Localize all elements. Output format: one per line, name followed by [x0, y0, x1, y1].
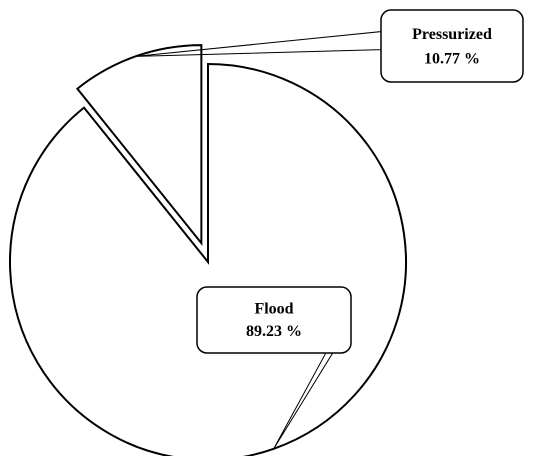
pie-slice-flood [9, 62, 407, 456]
slice-value-label: 10.77 % [424, 50, 480, 67]
data-label-pressurized: Pressurized 10.77 % [380, 9, 524, 83]
label-box [380, 9, 524, 83]
slice-category-label: Flood [254, 300, 293, 317]
label-box [196, 286, 352, 354]
labels-layer: Flood 89.23 % Pressurized 10.77 % [196, 9, 524, 354]
leader-line-pressurized [135, 31, 382, 57]
slice-category-label: Pressurized [412, 26, 492, 43]
data-label-flood: Flood 89.23 % [196, 286, 352, 354]
slices-layer [9, 44, 407, 456]
slice-value-label: 89.23 % [246, 323, 302, 340]
